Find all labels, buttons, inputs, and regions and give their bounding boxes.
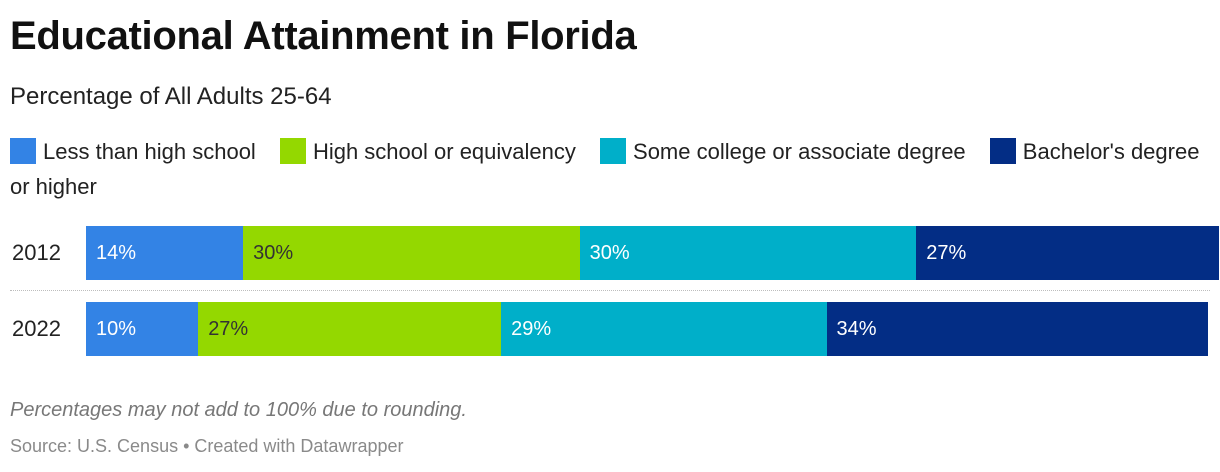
legend-label: Bachelor's degree or higher xyxy=(10,139,1200,199)
legend-item: Less than high school xyxy=(10,138,256,164)
row-label: 2012 xyxy=(12,240,61,265)
bar-value-label: 30% xyxy=(589,242,630,264)
bar-value-label: 29% xyxy=(511,318,552,340)
bar-segment: 27% xyxy=(916,226,1220,280)
legend-label: High school or equivalency xyxy=(312,139,576,164)
bar-value-label: 30% xyxy=(253,242,294,264)
bar-value-label: 10% xyxy=(96,318,137,340)
bar-segment: 30% xyxy=(579,226,917,280)
chart-subtitle: Percentage of All Adults 25-64 xyxy=(10,83,332,110)
legend-item: Some college or associate degree xyxy=(600,138,966,164)
row-label: 2022 xyxy=(12,316,61,341)
legend-item: High school or equivalency xyxy=(279,138,576,164)
legend-label: Less than high school xyxy=(43,139,256,164)
bar-segment: 27% xyxy=(198,302,502,356)
bar-value-label: 14% xyxy=(96,242,137,264)
bar-value-label: 27% xyxy=(208,318,249,340)
bar-segment: 29% xyxy=(501,302,827,356)
legend-swatch xyxy=(10,138,36,164)
bar-segment: 14% xyxy=(86,226,244,280)
bar-value-label: 34% xyxy=(836,318,877,340)
legend-label: Some college or associate degree xyxy=(633,139,966,164)
chart-title: Educational Attainment in Florida xyxy=(10,14,637,58)
legend-swatch xyxy=(279,138,306,164)
legend-swatch xyxy=(600,138,627,164)
bar-segment: 34% xyxy=(826,302,1208,356)
row-divider xyxy=(10,290,1210,291)
bar-segment: 10% xyxy=(86,302,199,356)
legend-swatch xyxy=(989,138,1016,164)
chart-note: Percentages may not add to 100% due to r… xyxy=(10,399,467,421)
chart-source: Source: U.S. Census • Created with Dataw… xyxy=(10,436,404,456)
legend: Less than high school High school or equ… xyxy=(10,134,1210,204)
bar-segment: 30% xyxy=(243,226,580,280)
legend-item: Bachelor's degree or higher xyxy=(10,138,1200,199)
bar-value-label: 27% xyxy=(926,242,967,264)
